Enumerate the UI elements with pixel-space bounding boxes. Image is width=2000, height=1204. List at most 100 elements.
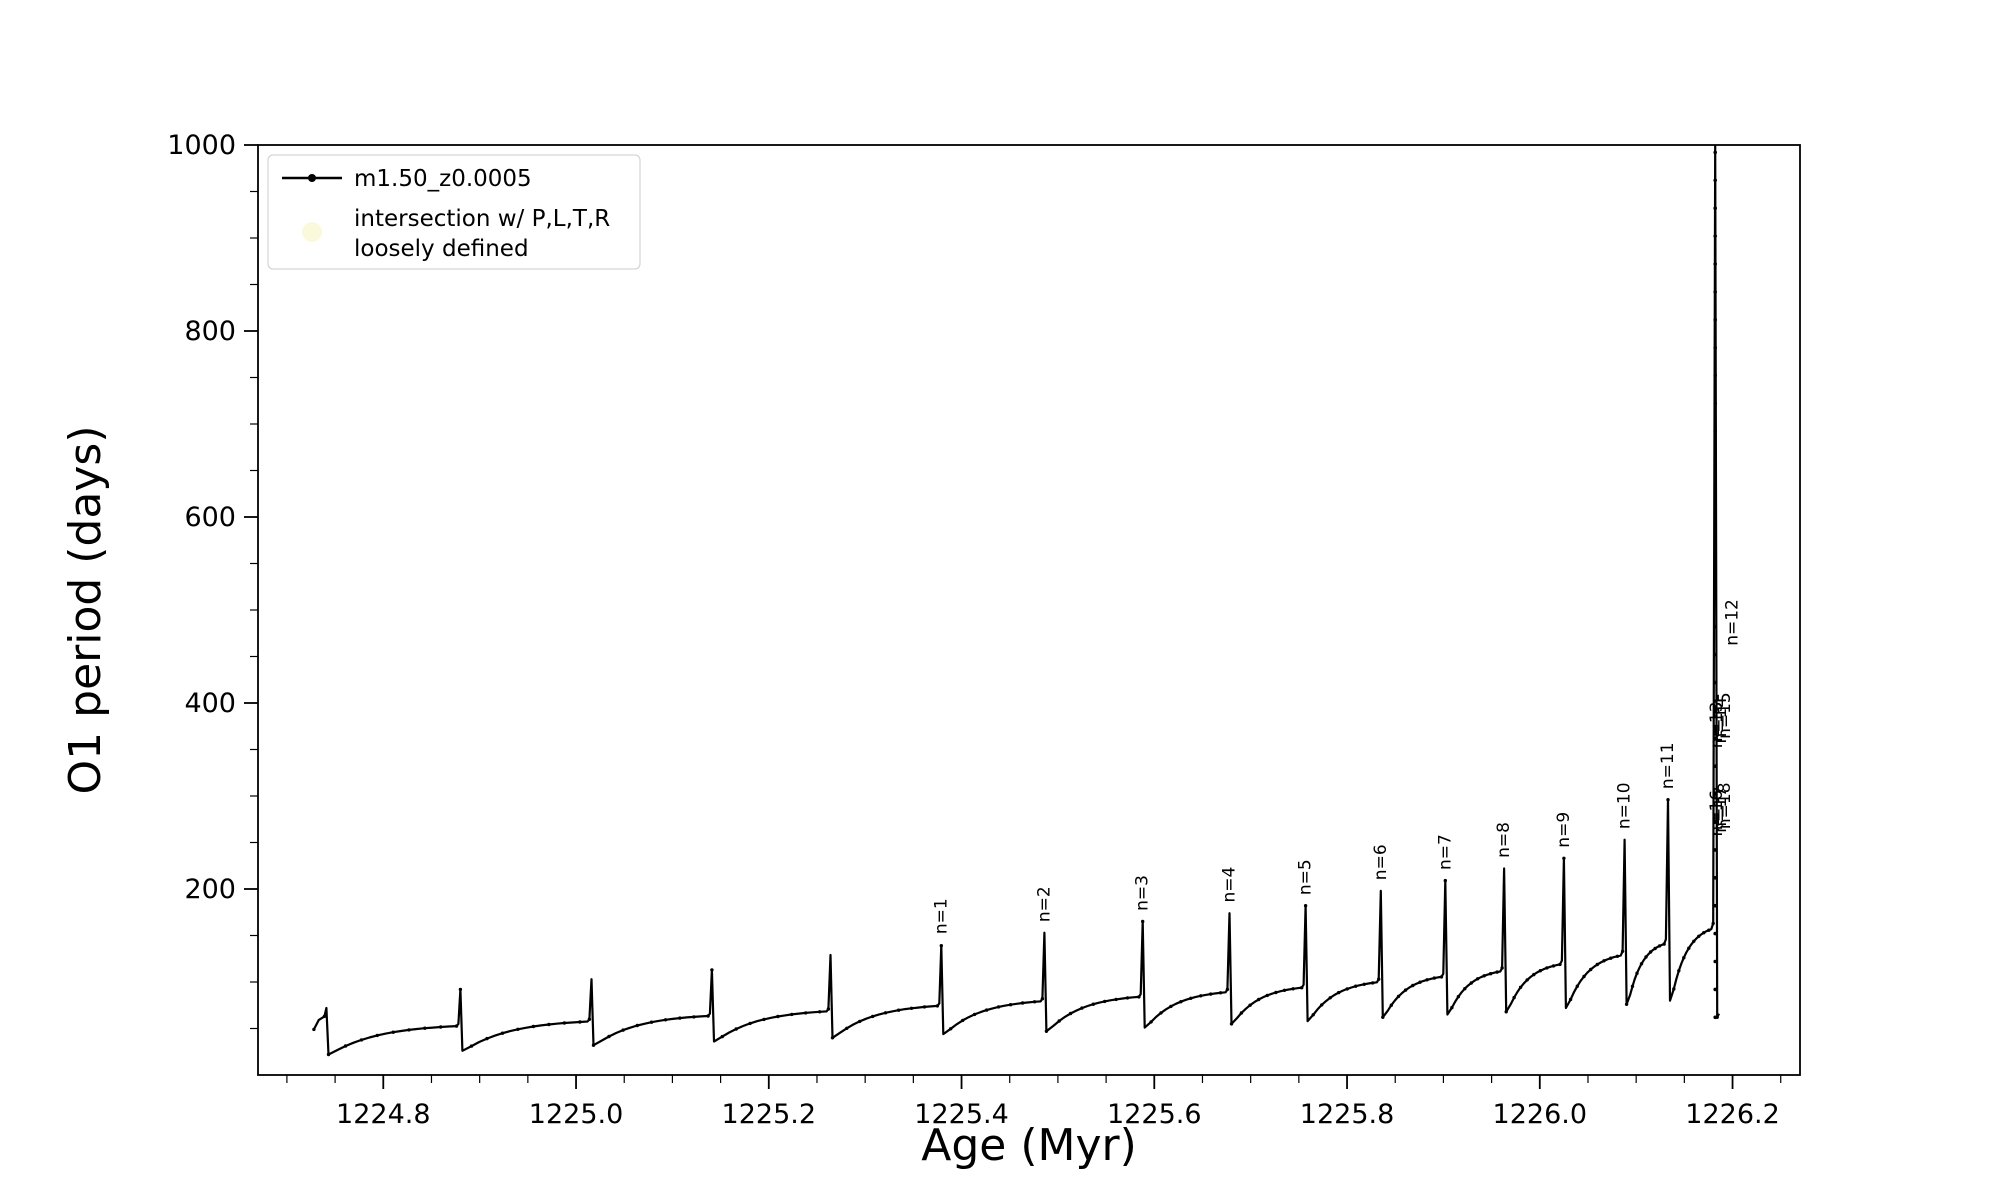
series-point-marker xyxy=(1495,970,1499,974)
series-point-marker xyxy=(1320,1003,1324,1007)
series-point-marker xyxy=(1713,457,1717,462)
pulse-label: n=1 xyxy=(931,898,951,934)
series-point-marker xyxy=(1179,1000,1183,1004)
series-point-marker xyxy=(1672,987,1676,991)
series-point-marker xyxy=(710,968,714,972)
series-point-marker xyxy=(1648,950,1653,954)
series-point-marker xyxy=(1687,946,1691,950)
series-point-marker xyxy=(1713,987,1717,992)
series-point-marker xyxy=(1620,949,1625,953)
pulse-annotations: n=1 n=2 n=3 n=4 n=5 n=6 n=7 n=8 n=9 n=10 n=11 n=12 n… xyxy=(931,599,1742,934)
y-tick-label: 400 xyxy=(184,688,236,719)
pulse-label: n=8 xyxy=(1494,822,1514,858)
y-tick-label: 1000 xyxy=(167,130,236,161)
series-point-marker xyxy=(1711,921,1715,926)
series-point-marker xyxy=(531,1024,536,1029)
legend-entry-series-label: m1.50_z0.0005 xyxy=(354,166,532,192)
legend-intersection-marker-icon xyxy=(302,222,322,242)
series-point-marker xyxy=(1032,1000,1037,1004)
series-point-marker xyxy=(1692,939,1696,943)
series-point-marker xyxy=(1713,652,1717,657)
axes: 1224.8 1225.0 1225.2 1225.4 1225.6 1225.8 1226… xyxy=(167,130,1801,1130)
series-point-marker xyxy=(1595,962,1600,967)
series-point-marker xyxy=(1396,994,1401,999)
series-point-marker xyxy=(423,1026,427,1030)
series-point-marker xyxy=(649,1020,654,1024)
series-point-marker xyxy=(391,1030,395,1034)
series-point-marker xyxy=(776,1014,780,1019)
series-point-marker xyxy=(706,1014,710,1018)
series-point-marker xyxy=(1538,969,1543,973)
series-point-marker xyxy=(896,1008,901,1012)
y-tick-label: 200 xyxy=(184,874,236,905)
series-point-marker xyxy=(1644,955,1648,959)
legend-line-marker-icon xyxy=(308,174,316,182)
series-point-marker xyxy=(1411,983,1415,988)
series-point-marker xyxy=(1518,985,1523,989)
series-point-marker xyxy=(1630,984,1635,988)
series-point-marker xyxy=(1624,1002,1629,1006)
series-point-marker xyxy=(591,1043,596,1047)
series-point-marker xyxy=(1377,977,1381,981)
series-point-marker xyxy=(678,1016,682,1020)
series-point-marker xyxy=(826,1007,831,1011)
series-point-marker xyxy=(1707,928,1711,932)
series-point-marker xyxy=(961,1018,965,1023)
series-point-marker xyxy=(343,1044,348,1048)
series-point-marker xyxy=(1713,485,1717,490)
x-tick-label: 1226.2 xyxy=(1685,1099,1779,1130)
pulse-label: n=6 xyxy=(1371,844,1391,880)
series-point-marker xyxy=(1713,1015,1717,1020)
series-point-marker xyxy=(984,1008,989,1012)
series-point-marker xyxy=(1568,997,1573,1002)
series-point-marker xyxy=(883,1011,888,1015)
series-point-marker xyxy=(1551,964,1556,968)
series-point-marker xyxy=(375,1033,379,1038)
series-point-marker xyxy=(1713,876,1717,880)
series-point-marker xyxy=(1199,994,1203,998)
series-point-marker xyxy=(1545,966,1549,970)
series-point-marker xyxy=(547,1022,551,1027)
legend-entry-intersection-line1: intersection w/ P,L,T,R xyxy=(354,206,610,232)
series-point-marker xyxy=(1677,969,1681,973)
pulse-label: n=17 xyxy=(1711,786,1731,833)
series-point-marker xyxy=(1282,988,1287,992)
series-point-marker xyxy=(621,1028,625,1032)
series-point-marker xyxy=(1450,1005,1454,1010)
series-point-marker xyxy=(1389,1003,1394,1007)
series-point-marker xyxy=(748,1021,752,1026)
series-point-marker xyxy=(1713,513,1717,517)
x-tick-label: 1225.4 xyxy=(914,1099,1008,1130)
plot-border xyxy=(257,144,1801,1076)
series-point-marker xyxy=(1713,903,1717,908)
series-point-marker xyxy=(972,1012,977,1017)
series-point-marker xyxy=(1602,959,1606,963)
series-point-marker xyxy=(1713,959,1717,964)
series-point-marker xyxy=(326,1052,331,1057)
pulse-label: n=18 xyxy=(1715,782,1735,829)
series-point-marker xyxy=(1615,954,1620,958)
series-point-marker xyxy=(734,1027,738,1031)
series-point-marker xyxy=(1713,820,1717,824)
series-point-marker xyxy=(1463,987,1467,991)
pulse-label: n=15 xyxy=(1715,692,1735,739)
pulse-label: n=3 xyxy=(1133,875,1153,911)
series-point-marker xyxy=(939,944,943,948)
series-point-marker xyxy=(1713,401,1717,406)
series-point-marker xyxy=(1697,934,1701,938)
series-point-marker xyxy=(858,1019,862,1024)
series-point-marker xyxy=(407,1028,411,1032)
series-point-marker xyxy=(804,1011,808,1015)
series-point-marker xyxy=(1713,792,1717,796)
pulse-label: n=5 xyxy=(1296,859,1316,895)
series-point-marker xyxy=(1662,942,1666,946)
series-point-marker xyxy=(1354,984,1358,988)
series-point-marker xyxy=(454,1024,459,1028)
series-point-marker xyxy=(1137,995,1141,999)
x-axis-label: Age (Myr) xyxy=(921,1120,1137,1171)
series-point-marker xyxy=(1328,996,1332,1000)
series-point-marker xyxy=(1418,980,1422,984)
series-point-marker xyxy=(1609,956,1613,960)
series-point-marker xyxy=(1141,919,1145,924)
